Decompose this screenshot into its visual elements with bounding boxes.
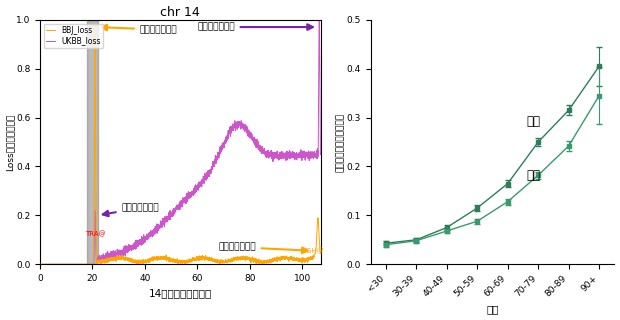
X-axis label: 年齢: 年齢	[486, 304, 498, 315]
UKBB_loss	[144, 235, 151, 239]
Line: BBJ_loss: BBJ_loss	[40, 28, 321, 264]
BBJ_loss	[85, 262, 92, 266]
Bar	[87, 20, 98, 264]
Text: 英国人のピーク: 英国人のピーク	[103, 204, 159, 216]
Text: IGH@: IGH@	[304, 248, 324, 254]
UKBB_loss	[317, 152, 324, 156]
BBJ_loss	[281, 257, 289, 261]
Text: 英国人のピーク: 英国人のピーク	[197, 22, 313, 32]
BBJ_loss	[91, 26, 99, 30]
UKBB_loss	[311, 152, 319, 156]
Title: chr 14: chr 14	[161, 5, 200, 19]
Legend: BBJ_loss, UKBB_loss: BBJ_loss, UKBB_loss	[44, 24, 103, 48]
BBJ_loss	[37, 262, 44, 266]
Text: 日本人のピーク: 日本人のピーク	[218, 243, 308, 253]
UKBB_loss	[37, 262, 44, 266]
Y-axis label: Loss変異が及ぶ割合: Loss変異が及ぶ割合	[6, 113, 14, 171]
BBJ_loss	[156, 256, 164, 260]
UKBB_loss	[281, 153, 288, 157]
Text: 日本人のピーク: 日本人のピーク	[102, 25, 177, 34]
UKBB_loss	[85, 262, 92, 266]
UKBB_loss	[316, 18, 323, 22]
BBJ_loss	[311, 252, 319, 256]
Text: 男性: 男性	[526, 115, 540, 128]
BBJ_loss	[68, 262, 76, 266]
Line: UKBB_loss: UKBB_loss	[40, 20, 321, 264]
UKBB_loss	[68, 262, 76, 266]
Y-axis label: 体細胞モザイク保有割合: 体細胞モザイク保有割合	[336, 112, 345, 172]
BBJ_loss	[144, 258, 151, 262]
X-axis label: 14番染色体上の場所: 14番染色体上の場所	[149, 289, 212, 299]
Text: TRA@: TRA@	[86, 230, 106, 237]
UKBB_loss	[156, 227, 164, 230]
BBJ_loss	[317, 251, 324, 255]
Text: 女性: 女性	[526, 169, 540, 182]
